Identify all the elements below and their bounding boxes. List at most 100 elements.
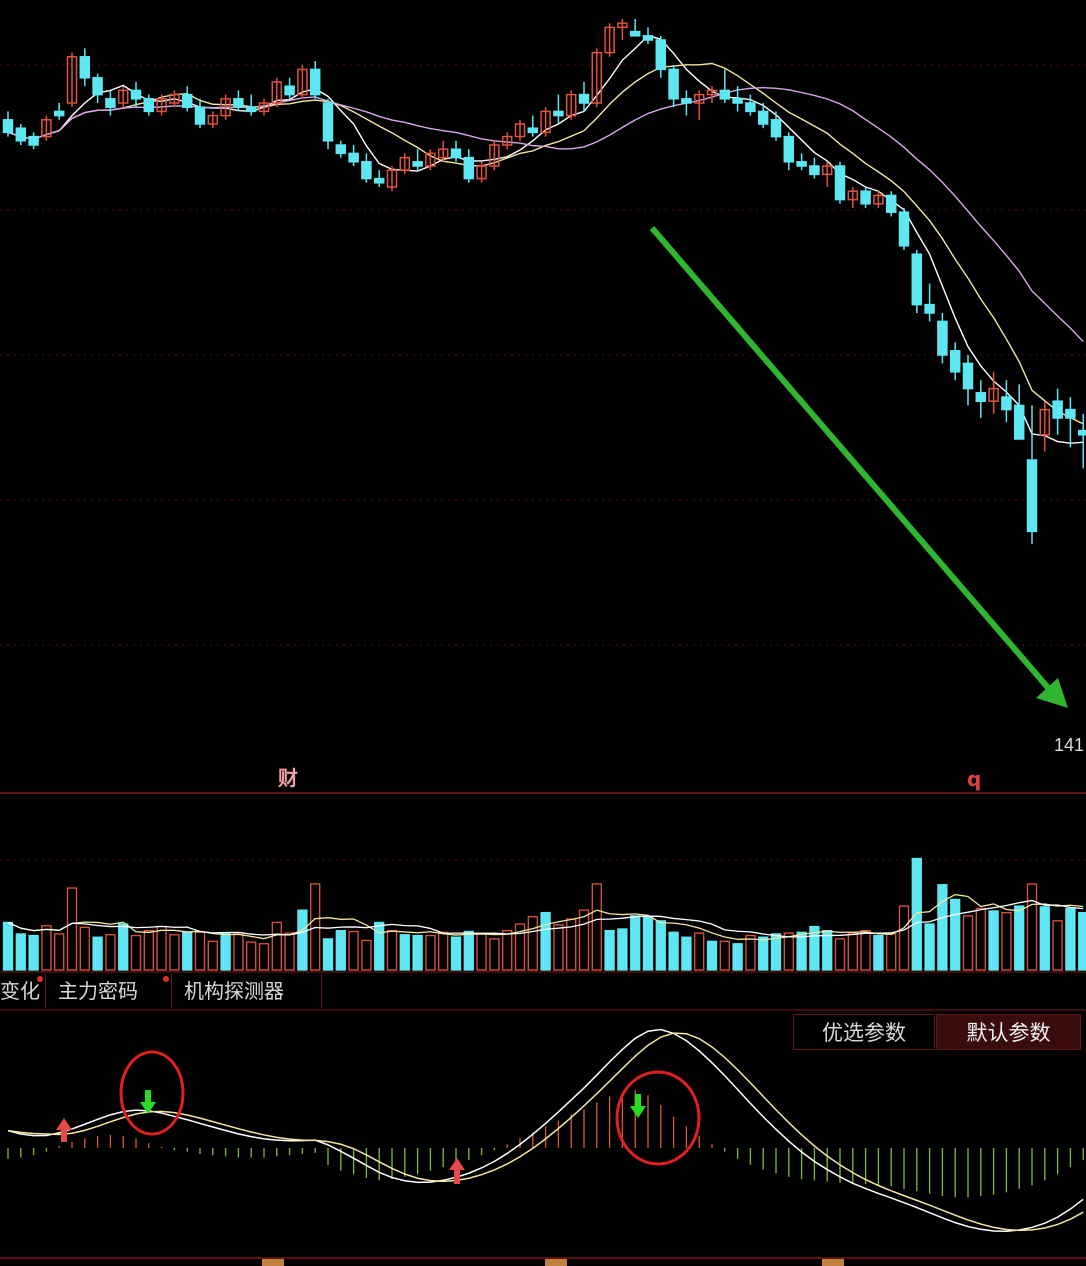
candle-body — [156, 98, 167, 113]
volume-bar — [41, 925, 52, 971]
candle-body — [233, 98, 244, 108]
candle-body — [1077, 429, 1086, 436]
candle-body — [924, 303, 935, 314]
candle-body — [373, 177, 385, 184]
volume-bar — [1014, 905, 1025, 971]
price-level-label: 141 — [1054, 735, 1084, 755]
volume-bar — [886, 933, 897, 971]
volume-bar — [246, 941, 257, 971]
candle-body — [847, 190, 859, 201]
candle-body — [655, 39, 667, 71]
candle-body — [501, 135, 513, 146]
volume-bar — [28, 934, 39, 971]
candle-body — [885, 194, 897, 213]
candle-body — [962, 362, 974, 390]
volume-bar — [694, 932, 705, 971]
candle-body — [617, 22, 628, 29]
candle-body — [412, 161, 423, 167]
volume-bar — [642, 916, 654, 971]
preferred-params-button[interactable]: 优选参数 — [793, 1014, 935, 1050]
volume-bar — [194, 931, 206, 971]
candle-body — [783, 135, 795, 163]
volume-bar — [348, 930, 359, 971]
candle-body — [79, 56, 91, 79]
candle-body — [911, 253, 923, 306]
candle-body — [693, 93, 705, 104]
candle-body — [297, 68, 308, 96]
volume-bar — [182, 931, 193, 971]
volume-bar — [399, 934, 410, 971]
candle-body — [975, 392, 987, 402]
candle-body — [489, 144, 500, 167]
volume-bar — [745, 934, 756, 971]
volume-bar — [130, 934, 142, 971]
volume-bar — [66, 887, 78, 971]
default-params-button[interactable]: 默认参数 — [936, 1014, 1081, 1050]
candle-body — [386, 169, 398, 188]
candle-body — [809, 165, 820, 176]
tab-institution-detector[interactable]: 机构探测器 — [174, 974, 322, 1008]
candle-body — [706, 89, 718, 96]
candle-body — [399, 156, 411, 171]
candle-body — [207, 114, 219, 125]
volume-bar — [527, 916, 538, 971]
candlestick-series — [2, 19, 1086, 544]
sell-arrow-icon — [630, 1094, 646, 1118]
candle-body — [629, 30, 641, 37]
volume-ma-lines — [7, 893, 1084, 941]
tab-main-force-code[interactable]: 主力密码 — [48, 974, 172, 1008]
volume-bar — [655, 920, 666, 971]
tab-change[interactable]: 变化 — [0, 974, 46, 1008]
candle-body — [681, 98, 692, 104]
indicator-tabs: 变化 主力密码 机构探测器 — [0, 972, 330, 1010]
volume-bar — [258, 943, 270, 971]
volume-bar — [770, 933, 782, 971]
volume-bar — [540, 911, 551, 971]
candle-body — [130, 89, 142, 100]
volume-bar — [425, 934, 436, 971]
candle-body — [796, 161, 807, 167]
volume-bar — [1065, 907, 1076, 971]
candle-body — [578, 93, 590, 104]
candle-body — [53, 110, 65, 117]
volume-bar — [1052, 920, 1063, 971]
volume-bar — [233, 932, 244, 971]
volume-bar — [847, 932, 858, 971]
candle-body — [642, 35, 654, 41]
candle-body — [271, 81, 283, 104]
volume-bar — [2, 921, 14, 971]
candle-body — [2, 119, 14, 134]
candle-body — [41, 119, 52, 138]
volume-bar — [962, 915, 974, 971]
candle-body — [514, 123, 526, 138]
volume-bar — [386, 929, 398, 971]
event-marker-q[interactable]: q — [967, 767, 981, 791]
event-marker-finance[interactable]: 财 — [278, 766, 298, 790]
volume-bar — [924, 923, 935, 971]
volume-bar — [297, 909, 308, 971]
volume-bar — [796, 931, 807, 971]
volume-bar — [783, 932, 794, 971]
volume-bars — [2, 857, 1086, 971]
candle-body — [258, 102, 270, 113]
candle-body — [668, 68, 679, 100]
candle-body — [335, 144, 347, 155]
candle-body — [361, 161, 372, 180]
candle-body — [284, 85, 295, 96]
notification-dot-icon — [163, 976, 169, 982]
candle-body — [105, 98, 116, 108]
candle-body — [719, 89, 731, 100]
sell-signal-circle — [615, 1070, 701, 1166]
candle-body — [66, 56, 78, 104]
candle-body — [194, 106, 206, 125]
volume-bar — [463, 930, 474, 971]
volume-bar — [809, 925, 820, 971]
candle-body — [757, 110, 769, 125]
candle-body — [937, 320, 948, 356]
tab-label: 主力密码 — [58, 979, 138, 1003]
candle-body — [860, 190, 871, 205]
price-grid — [0, 64, 1086, 861]
volume-bar — [310, 883, 321, 971]
candle-body — [143, 98, 155, 113]
